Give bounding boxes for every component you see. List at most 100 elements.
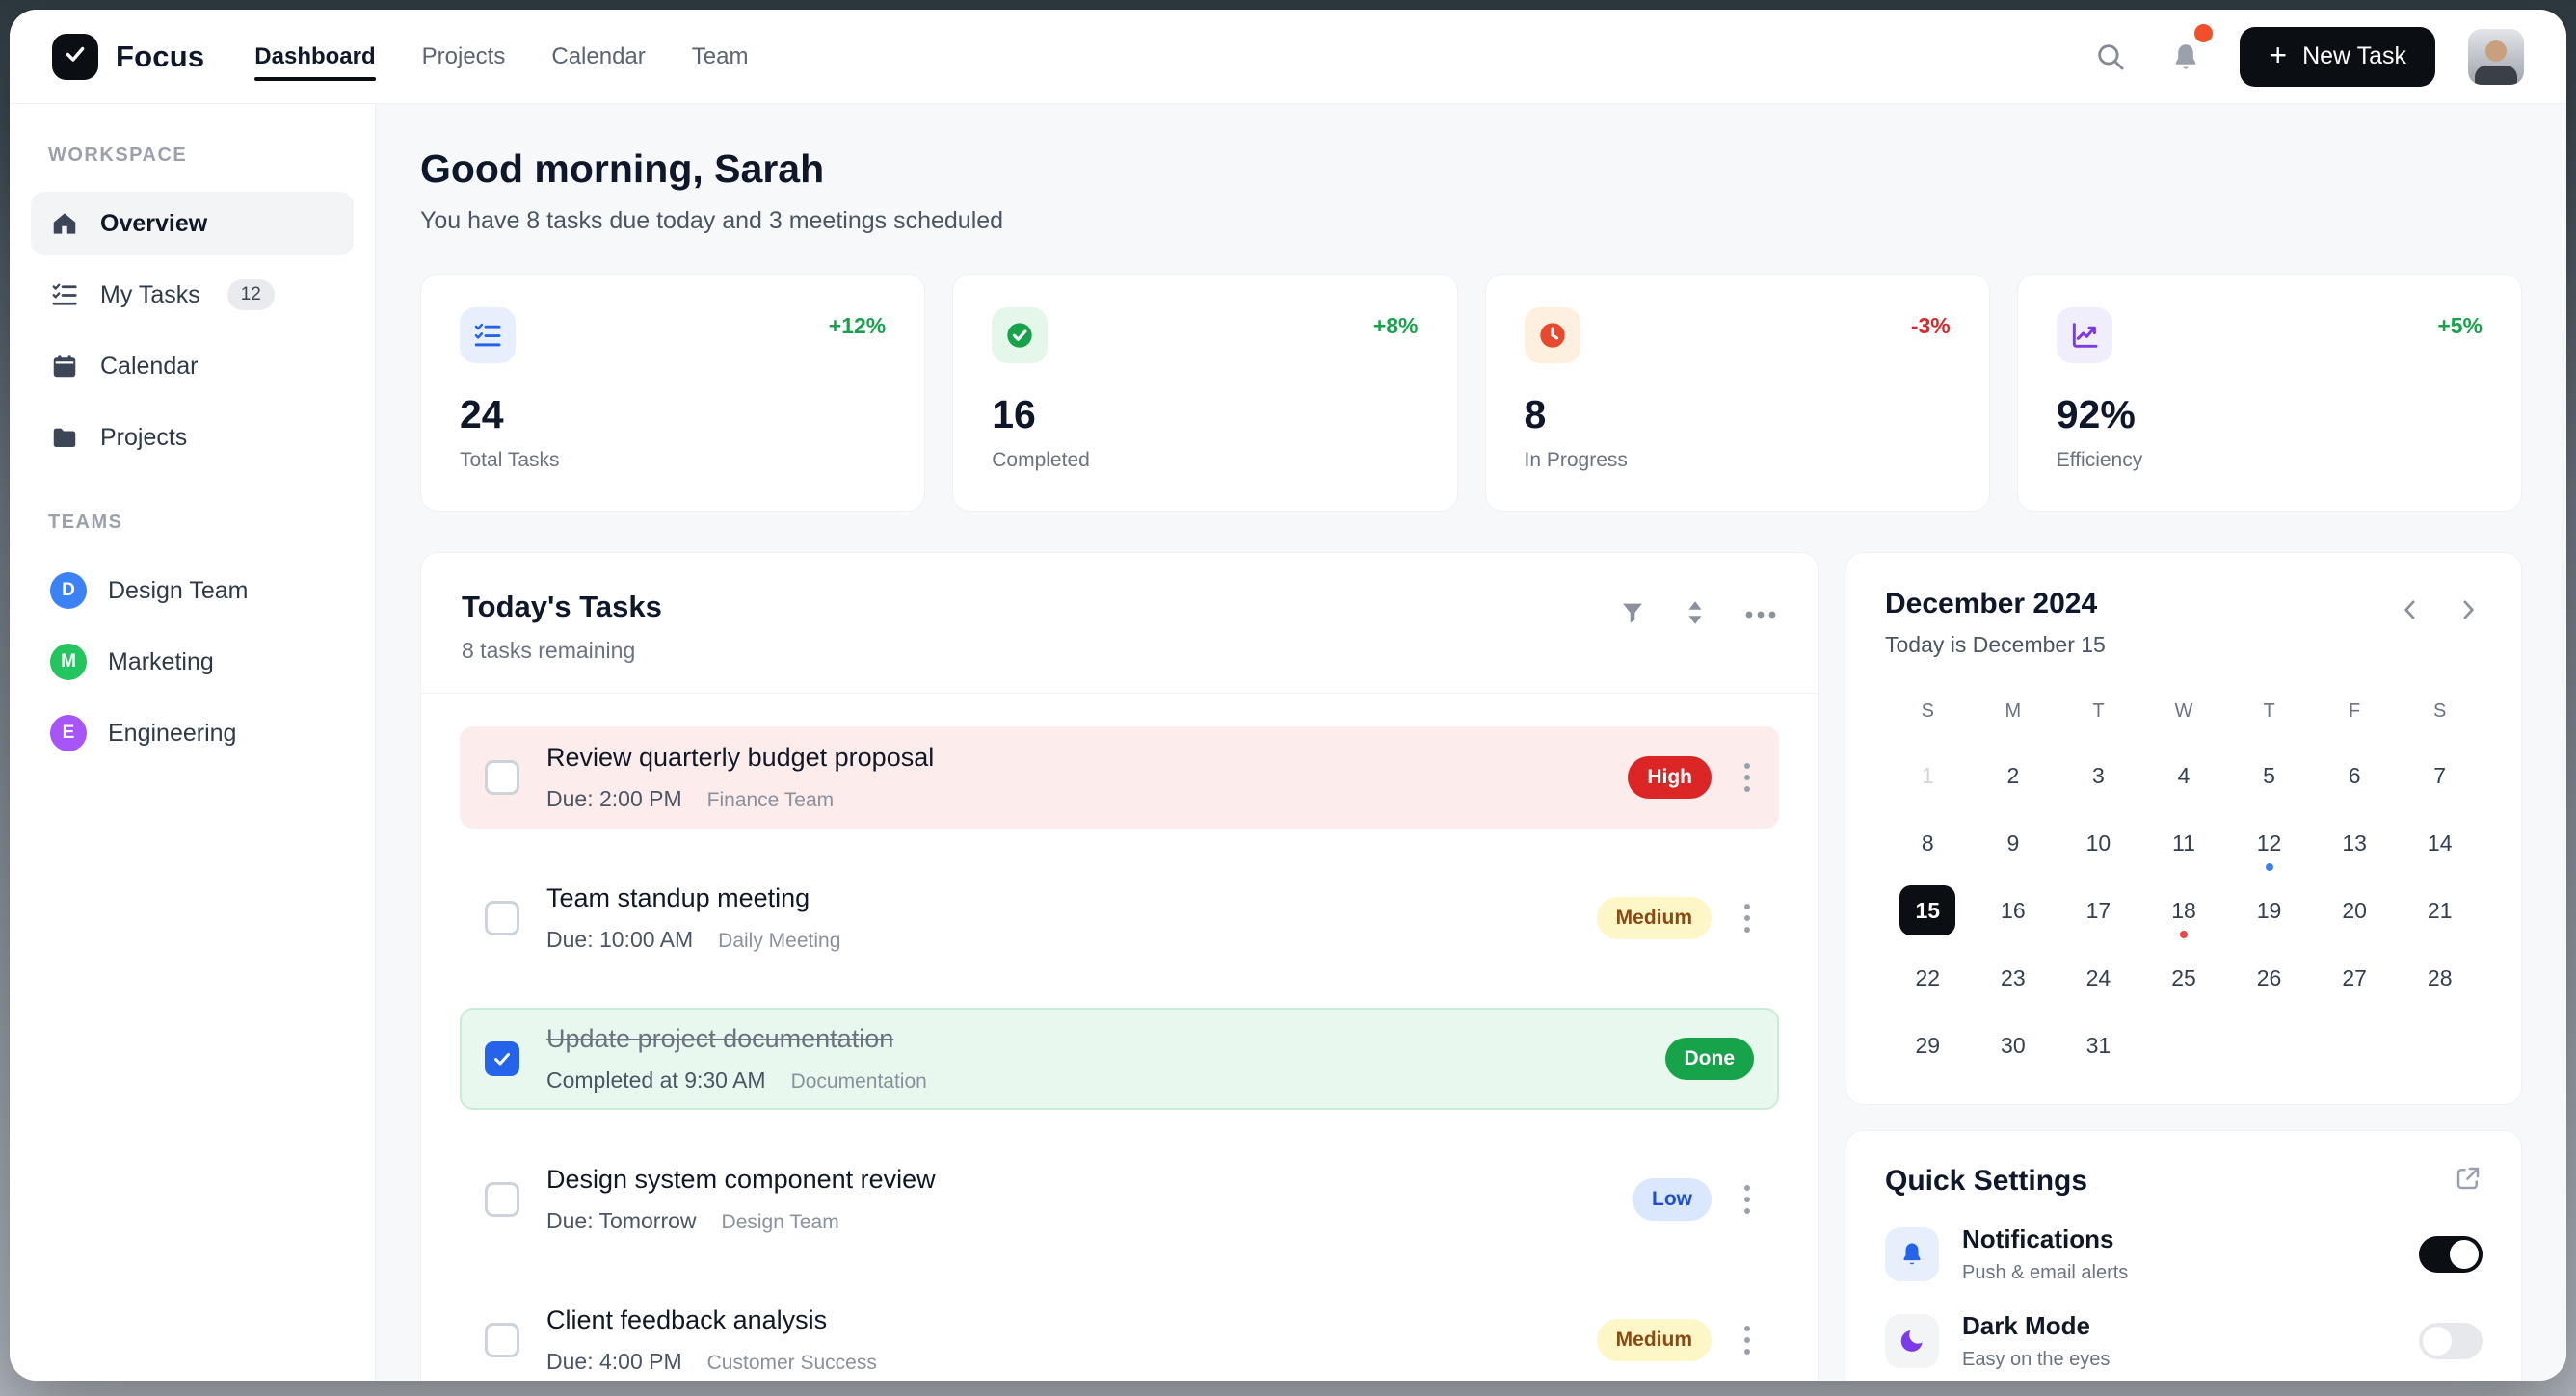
calendar-day-31[interactable]: 31 [2085,1032,2111,1058]
task-row[interactable]: Client feedback analysis Due: 4:00 PM Cust… [460,1289,1779,1381]
calendar-day-19[interactable]: 19 [2256,897,2282,923]
top-nav: Focus Dashboard Projects Calendar Team + Ne… [10,10,2566,104]
task-checkbox[interactable] [485,1182,519,1217]
calendar-day-11[interactable]: 11 [2172,830,2195,856]
nav-right: + New Task [2089,23,2524,87]
task-due: Completed at 9:30 AM [546,1067,766,1093]
team-item-engineering[interactable]: E Engineering [31,701,354,765]
task-row[interactable]: Review quarterly budget proposal Due: 2:0… [460,726,1779,829]
plus-icon: + [2269,38,2288,72]
checklist-icon [472,320,503,351]
team-avatar: D [50,572,87,609]
calendar-day-16[interactable]: 16 [2001,897,2026,923]
new-task-button[interactable]: + New Task [2240,26,2435,87]
stat-delta: +5% [2437,313,2483,338]
calendar-day-2[interactable]: 2 [2006,762,2020,788]
stat-delta: +8% [1372,313,1419,338]
task-due: Due: 4:00 PM [546,1349,682,1374]
calendar-day-26[interactable]: 26 [2256,964,2282,990]
team-item-design-team[interactable]: D Design Team [31,559,354,622]
task-row[interactable]: Team standup meeting Due: 10:00 AM Daily M… [460,867,1779,969]
stat-value: 24 [460,392,504,436]
quick-settings-card: Quick Settings Notifications Push & email… [1846,1130,2522,1381]
external-link-icon[interactable] [2454,1164,2483,1198]
tab-dashboard[interactable]: Dashboard [254,10,377,104]
nav-tabs: Dashboard Projects Calendar Team [254,10,748,104]
calendar-day-1[interactable]: 1 [1921,762,1934,788]
calendar-day-6[interactable]: 6 [2348,762,2361,788]
sidebar-item-projects[interactable]: Projects [31,406,354,469]
calendar-day-10[interactable]: 10 [2085,830,2111,856]
stat-value: 8 [1524,392,1547,436]
tasks-remaining-count: 8 tasks remaining [462,638,636,663]
stat-delta: +12% [828,313,887,338]
calendar-day-13[interactable]: 13 [2342,830,2367,856]
task-row[interactable]: Update project documentation Completed at… [460,1008,1779,1110]
team-avatar: E [50,715,87,751]
priority-badge: Done [1664,1038,1754,1080]
quick-settings-title: Quick Settings [1885,1164,2088,1197]
calendar-day-14[interactable]: 14 [2427,830,2453,856]
calendar-day-9[interactable]: 9 [2006,830,2020,856]
task-list: Review quarterly budget proposal Due: 2:0… [421,694,1818,1381]
calendar-day-7[interactable]: 7 [2433,762,2447,788]
calendar-day-17[interactable]: 17 [2085,897,2111,923]
task-menu-icon[interactable] [1740,1181,1754,1218]
more-options-icon[interactable] [1744,607,1777,624]
search-icon[interactable] [2089,36,2132,78]
weekday-label: T [2092,700,2105,722]
calendar-day-4[interactable]: 4 [2177,762,2191,788]
workspace-section-label: WORKSPACE [48,145,188,166]
sidebar-item-overview[interactable]: Overview [31,192,354,255]
calendar-today-label: Today is December 15 [1885,632,2106,657]
task-checkbox[interactable] [485,760,519,795]
task-checkbox[interactable] [485,1323,519,1357]
calendar-day-29[interactable]: 29 [1915,1032,1941,1058]
teams-section-label: TEAMS [48,512,123,533]
task-checkbox[interactable] [485,901,519,935]
task-title: Client feedback analysis [546,1305,828,1334]
calendar-day-28[interactable]: 28 [2427,964,2453,990]
task-menu-icon[interactable] [1740,1322,1754,1358]
calendar-day-5[interactable]: 5 [2263,762,2275,788]
sort-icon[interactable] [1683,599,1708,631]
task-checkbox[interactable] [485,1041,519,1076]
notifications-bell-icon[interactable] [2164,23,2214,78]
calendar-day-27[interactable]: 27 [2342,964,2367,990]
tab-team[interactable]: Team [691,42,749,69]
team-item-marketing[interactable]: M Marketing [31,630,354,694]
calendar-card: December 2024 Today is December 15 [1846,552,2522,1105]
calendar-day-30[interactable]: 30 [2001,1032,2026,1058]
calendar-day-15[interactable]: 15 [1885,881,1971,940]
tab-projects[interactable]: Projects [421,42,506,69]
tab-calendar[interactable]: Calendar [551,42,646,69]
calendar-day-24[interactable]: 24 [2085,964,2111,990]
team-avatar: M [50,644,87,680]
calendar-day-21[interactable]: 21 [2427,897,2453,923]
calendar-day-3[interactable]: 3 [2092,762,2105,788]
task-menu-icon[interactable] [1740,900,1754,936]
calendar-day-20[interactable]: 20 [2342,897,2367,923]
user-avatar[interactable] [2468,28,2524,85]
chevron-right-icon[interactable] [2454,595,2483,629]
toggle-dark-mode[interactable] [2419,1323,2483,1359]
calendar-day-12[interactable]: 12 [2226,813,2312,873]
team-item-label: Design Team [108,576,249,604]
page-subtitle: You have 8 tasks due today and 3 meeting… [420,207,1004,234]
stat-card-efficiency: +5% 92% Efficiency [2016,274,2522,512]
tasks-panel-title: Today's Tasks [462,590,662,623]
sidebar-item-calendar[interactable]: Calendar [31,334,354,398]
filter-icon[interactable] [1619,599,1646,631]
task-row[interactable]: Design system component review Due: Tomor… [460,1148,1779,1251]
weekday-label: S [1921,700,1934,722]
sidebar-item-my-tasks[interactable]: My Tasks 12 [31,263,354,327]
calendar-day-23[interactable]: 23 [2001,964,2026,990]
calendar-day-18[interactable]: 18 [2141,881,2227,940]
divider [421,693,1818,694]
calendar-day-8[interactable]: 8 [1921,830,1934,856]
toggle-notifications[interactable] [2419,1236,2483,1273]
calendar-day-25[interactable]: 25 [2171,964,2196,990]
calendar-day-22[interactable]: 22 [1915,964,1941,990]
task-menu-icon[interactable] [1740,759,1754,796]
chevron-left-icon[interactable] [2396,595,2425,629]
